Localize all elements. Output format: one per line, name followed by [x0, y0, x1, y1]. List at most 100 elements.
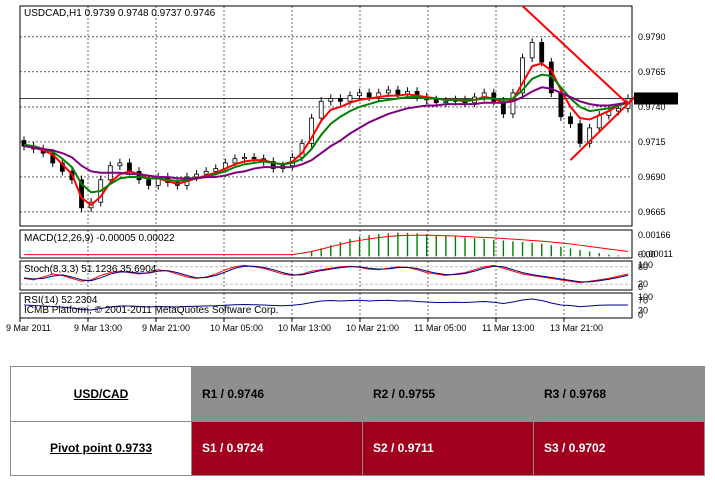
trading-chart: 0.9790 0.9765 0.9740 0.9715 0.9690 0.9665 0.97…	[6, 5, 678, 333]
stoch-panel-marks	[20, 264, 632, 285]
panel-frame	[19, 292, 633, 319]
macd-panel-marks	[24, 232, 629, 257]
candle-body	[242, 156, 247, 160]
rsi-panel-marks	[23, 298, 628, 311]
price-tick-label: 0.9740	[638, 102, 666, 112]
time-tick-label: 10 Mar 05:00	[210, 323, 263, 333]
candle-body	[232, 158, 238, 164]
time-axis: 9 Mar 2011 9 Mar 13:00 9 Mar 21:00 10 Mar 0…	[6, 318, 603, 333]
trendline	[569, 93, 639, 161]
time-tick-label: 9 Mar 2011	[6, 323, 51, 333]
current-price-box	[634, 92, 678, 105]
stoch-tick-label: 80	[638, 262, 648, 272]
resistance-row: USD/CAD R1 / 0.9746 R2 / 0.9755 R3 / 0.9…	[10, 366, 705, 422]
ma-medium-line	[23, 73, 629, 194]
candle-body	[491, 92, 497, 102]
candle-body	[251, 156, 257, 160]
time-tick-label: 9 Mar 13:00	[74, 323, 122, 333]
pivot-table: USD/CAD R1 / 0.9746 R2 / 0.9755 R3 / 0.9…	[10, 366, 705, 476]
time-tick-label: 11 Mar 05:00	[414, 323, 466, 333]
trendline	[521, 5, 629, 105]
price-tick-label: 0.9665	[638, 207, 666, 217]
panel-frame	[19, 229, 633, 259]
candle-body	[510, 92, 516, 115]
candle-body	[529, 42, 535, 59]
panel-frame	[19, 5, 633, 227]
candle-body	[385, 89, 391, 94]
r1-cell: R1 / 0.9746	[191, 366, 363, 422]
stoch-tick-label: 20	[638, 279, 648, 289]
candle-body	[558, 92, 564, 118]
macd-panel-grid	[19, 229, 633, 259]
ma-slow-line	[23, 86, 629, 180]
candle-body	[520, 57, 525, 94]
r2-cell: R2 / 0.9755	[362, 366, 534, 422]
stoch-signal-line	[23, 265, 629, 283]
r3-cell: R3 / 0.9768	[533, 366, 705, 422]
candle-body	[395, 89, 401, 95]
macd-signal-line	[24, 234, 629, 256]
candle-body	[50, 152, 56, 164]
macd-tick-label: 0.00	[638, 249, 656, 259]
pair-cell: USD/CAD	[10, 366, 192, 422]
time-tick-label: 10 Mar 13:00	[278, 323, 331, 333]
time-tick-label: 11 Mar 13:00	[482, 323, 534, 333]
candle-body	[203, 170, 209, 175]
candle-body	[539, 42, 545, 63]
s3-cell: S3 / 0.9702	[533, 420, 705, 476]
candle-body	[568, 116, 573, 125]
support-row: Pivot point 0.9733 S1 / 0.9724 S2 / 0.97…	[10, 420, 705, 476]
price-tick-label: 0.9715	[638, 137, 666, 147]
main-panel-grid	[19, 5, 633, 227]
rsi-tick-label: 30	[638, 306, 648, 316]
rsi-title: RSI(14) 52.2304	[24, 295, 98, 306]
s2-cell: S2 / 0.9711	[362, 420, 534, 476]
macd-title: MACD(12,26,9) -0.00005 0.00022	[24, 233, 175, 244]
macd-tick-label: 0.00166	[638, 230, 671, 240]
pair-title: USD/CAD	[73, 386, 129, 401]
pivot-point: Pivot point 0.9733	[49, 441, 153, 456]
time-tick-label: 13 Mar 21:00	[550, 323, 603, 333]
pivot-cell: Pivot point 0.9733	[10, 420, 192, 476]
candle-body	[500, 100, 506, 115]
candle-body	[433, 99, 439, 104]
rsi-tick-label: 0	[638, 310, 643, 320]
candle-body	[328, 98, 334, 102]
candle-body	[213, 168, 219, 172]
candle-body	[443, 100, 449, 104]
candle-body	[270, 161, 276, 169]
macd-tick-label: -0.00011	[638, 249, 673, 259]
stoch-title: Stoch(8,3,3) 51.1236 35.6904	[24, 264, 157, 275]
candle-body	[366, 92, 372, 98]
price-tick-label: 0.9690	[638, 172, 666, 182]
price-tick-label: 0.9790	[638, 32, 666, 42]
candle-body	[596, 114, 602, 129]
panel-frame	[19, 260, 633, 291]
price-tick-label: 0.9765	[638, 67, 666, 77]
stoch-tick-label: 100	[638, 260, 653, 270]
candle-body	[309, 117, 315, 144]
current-price-label: 0.9746	[638, 93, 666, 103]
candle-body	[194, 173, 199, 178]
s1-cell: S1 / 0.9724	[191, 420, 363, 476]
chart-title: USDCAD,H1 0.9739 0.9748 0.9737 0.9746	[24, 8, 216, 19]
stoch-tick-label: 0	[638, 282, 643, 292]
main-price-axis: 0.9790 0.9765 0.9740 0.9715 0.9690 0.9665 0.97…	[634, 32, 678, 217]
time-tick-label: 10 Mar 21:00	[346, 323, 399, 333]
rsi-tick-label: 70	[638, 296, 648, 306]
copyright-watermark: ICMB Platform, © 2001-2011 MetaQuotes So…	[24, 305, 279, 316]
candle-body	[587, 127, 593, 144]
candle-body	[347, 95, 353, 102]
candle-body	[357, 92, 362, 97]
macd-axis: 0.00166 0.00-0.00011	[638, 230, 673, 259]
candle-body	[616, 107, 621, 112]
candle-body	[318, 100, 324, 119]
candle-body	[577, 123, 583, 144]
candle-body	[117, 162, 123, 167]
candle-body	[146, 179, 152, 186]
rsi-line	[23, 298, 628, 311]
main-panel-marks	[20, 5, 639, 212]
candle-body	[337, 98, 343, 102]
